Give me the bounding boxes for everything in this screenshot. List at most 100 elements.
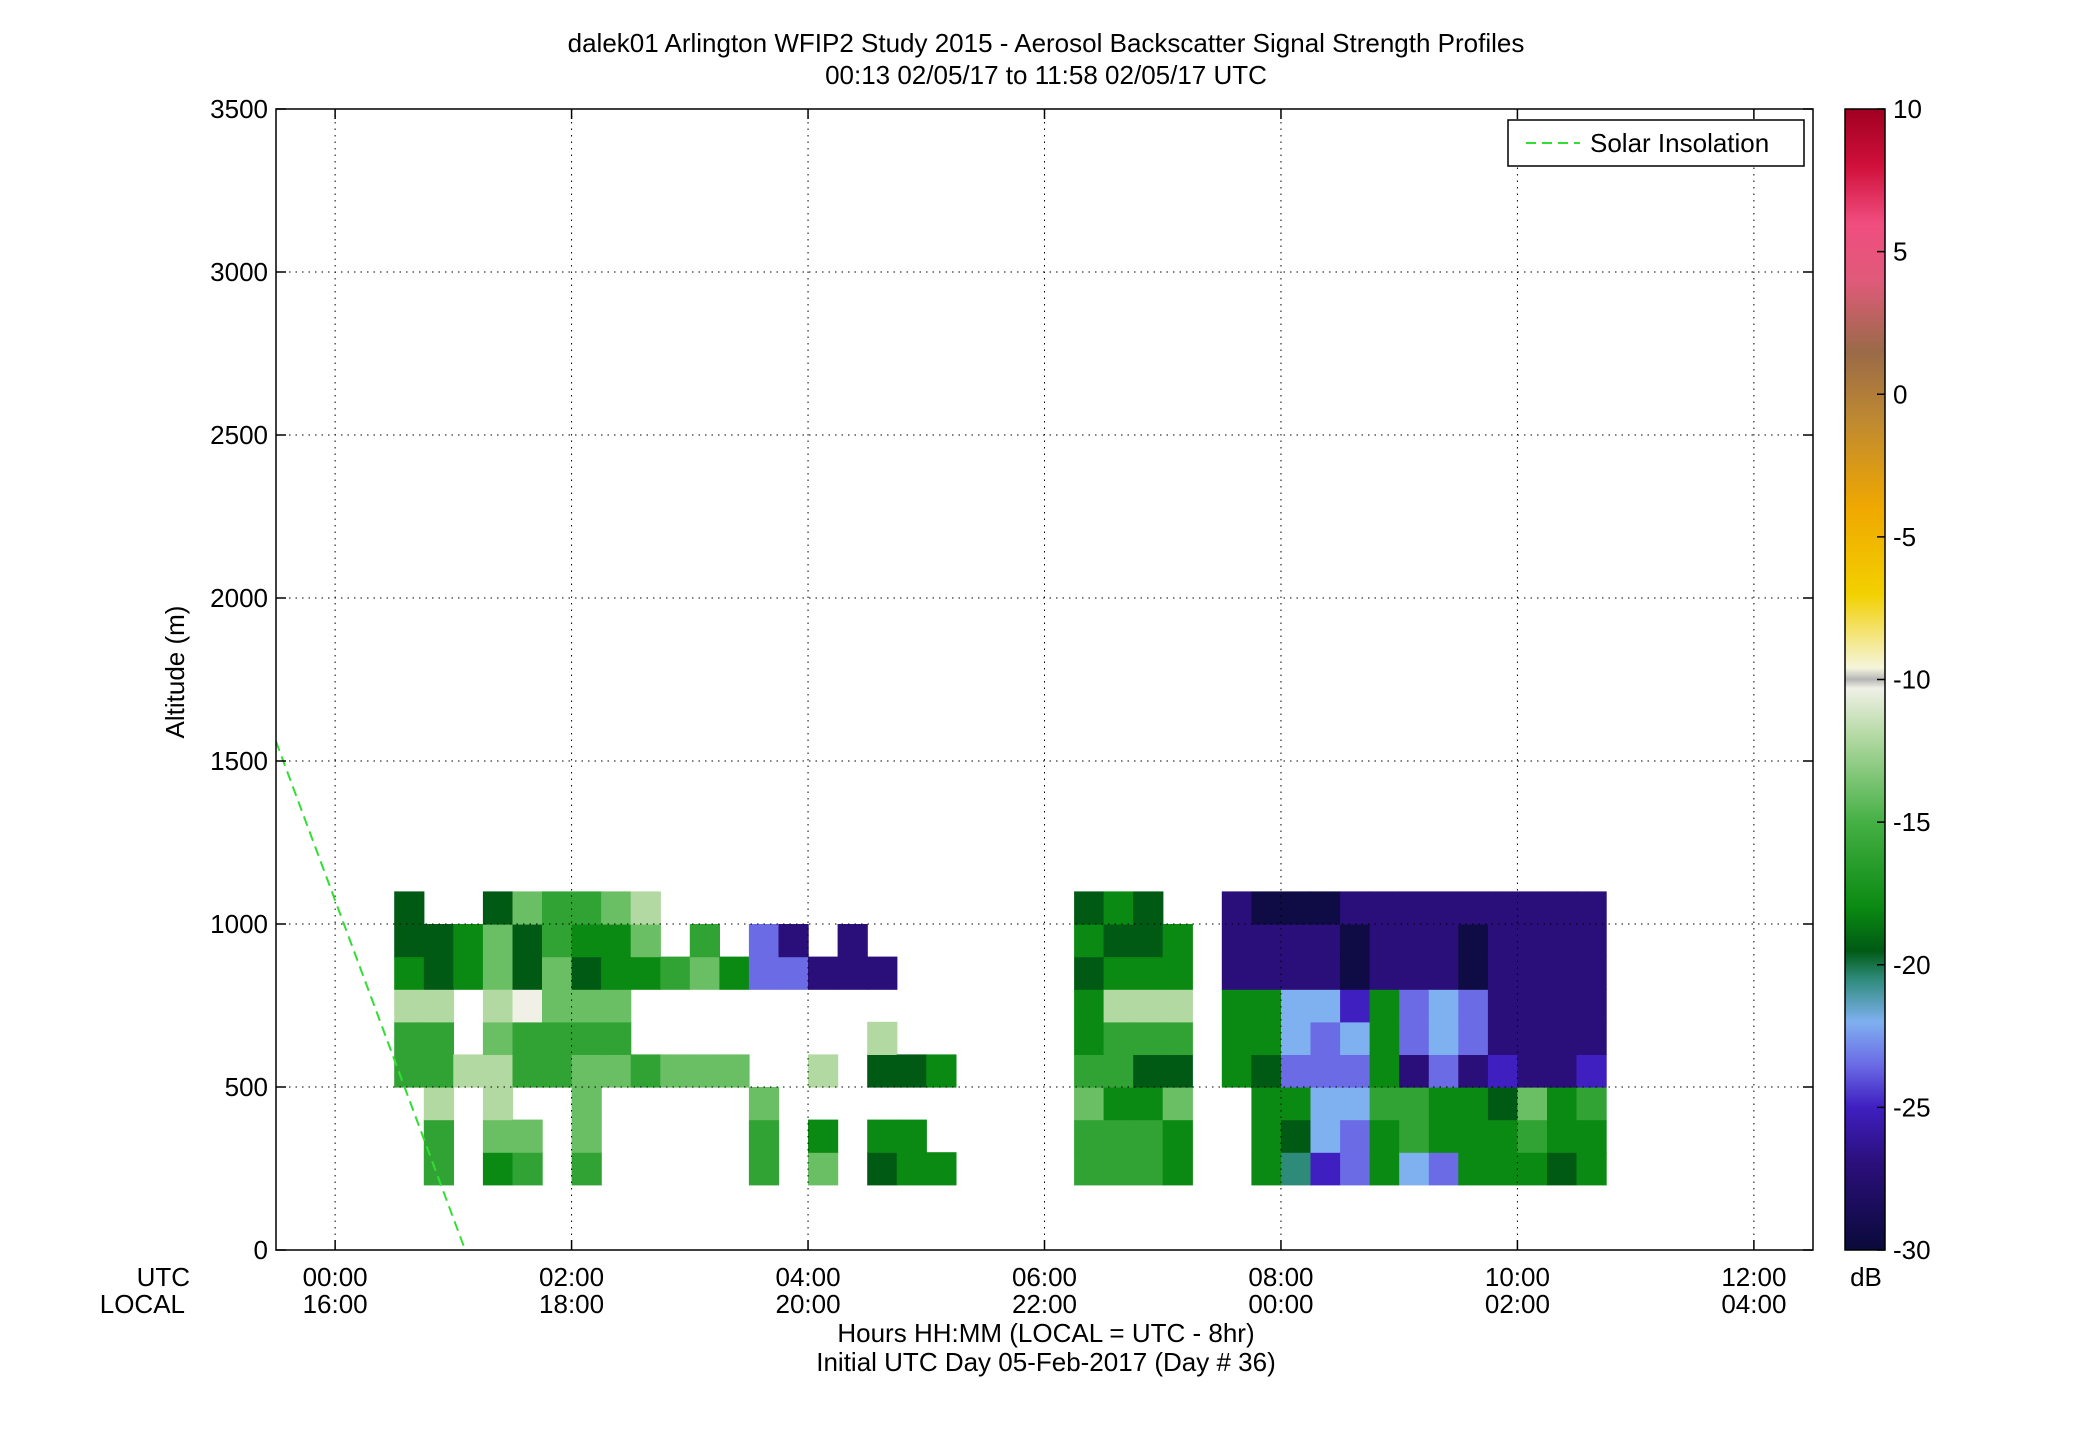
heatmap-cell xyxy=(1340,1054,1371,1088)
heatmap-cell xyxy=(689,924,720,958)
heatmap-cell xyxy=(1251,1152,1282,1186)
heatmap-cell xyxy=(1576,956,1607,990)
heatmap-cell xyxy=(1369,956,1400,990)
heatmap-cell xyxy=(1576,1087,1607,1121)
heatmap-cell xyxy=(1162,1054,1193,1088)
heatmap-cell xyxy=(512,989,543,1023)
heatmap-cell xyxy=(1428,1054,1459,1088)
heatmap-cell xyxy=(571,1119,602,1153)
heatmap-cell xyxy=(1428,1119,1459,1153)
heatmap-cell xyxy=(808,956,839,990)
heatmap-cell xyxy=(748,1152,780,1186)
x-tick-label-utc: 10:00 xyxy=(1485,1262,1550,1292)
heatmap-cell xyxy=(512,1054,543,1088)
heatmap-cell xyxy=(1251,1119,1282,1153)
heatmap-cell xyxy=(1340,1119,1371,1153)
legend-box xyxy=(1507,119,1805,167)
heatmap-cell xyxy=(1074,1152,1105,1186)
heatmap-cell xyxy=(660,1054,691,1088)
heatmap-cell xyxy=(1428,924,1459,958)
heatmap-cell xyxy=(1458,1021,1489,1055)
heatmap-cell xyxy=(1133,956,1164,990)
heatmap-cell xyxy=(482,956,514,990)
heatmap-cell xyxy=(394,924,425,958)
x-tick-label-local: 00:00 xyxy=(1248,1289,1313,1319)
heatmap-cell xyxy=(1221,1021,1252,1055)
heatmap-cell xyxy=(1281,989,1312,1023)
heatmap-cell xyxy=(423,1087,454,1121)
heatmap-cell xyxy=(1281,1054,1312,1088)
heatmap-cell xyxy=(1547,989,1578,1023)
colorbar-unit-label: dB xyxy=(1850,1262,1882,1292)
heatmap-cell xyxy=(1133,1087,1164,1121)
heatmap-cell xyxy=(1517,891,1548,925)
heatmap-cells xyxy=(394,891,1607,1186)
x-tick-label-local: 18:00 xyxy=(539,1289,604,1319)
solar-insolation-line xyxy=(275,741,467,1251)
heatmap-cell xyxy=(1576,924,1607,958)
heatmap-cell xyxy=(512,1021,543,1055)
heatmap-cell xyxy=(1281,1152,1312,1186)
heatmap-cell xyxy=(571,956,602,990)
heatmap-cell xyxy=(542,989,573,1023)
heatmap-cell xyxy=(1103,924,1134,958)
y-tick-label: 500 xyxy=(225,1072,268,1102)
heatmap-cell xyxy=(1074,1119,1105,1153)
heatmap-cell xyxy=(1162,989,1193,1023)
heatmap-cell xyxy=(1133,1119,1164,1153)
heatmap-cell xyxy=(1399,1087,1430,1121)
heatmap-cell xyxy=(1428,956,1459,990)
heatmap-cell xyxy=(1399,1152,1430,1186)
y-tick-label: 0 xyxy=(254,1235,268,1265)
heatmap-cell xyxy=(689,1054,720,1088)
heatmap-cell xyxy=(394,1021,425,1055)
heatmap-cell xyxy=(1340,956,1371,990)
heatmap-cell xyxy=(1133,989,1164,1023)
heatmap-cell xyxy=(1399,1021,1430,1055)
y-tick-label: 1000 xyxy=(210,909,268,939)
heatmap-cell xyxy=(896,1152,927,1186)
heatmap-cell xyxy=(423,956,454,990)
heatmap-cell xyxy=(1576,1021,1607,1055)
heatmap-cell xyxy=(1458,1152,1489,1186)
heatmap-cell xyxy=(630,924,661,958)
heatmap-cell xyxy=(1399,1054,1430,1088)
heatmap-cell xyxy=(482,1054,514,1088)
heatmap-cell xyxy=(1487,1054,1519,1088)
heatmap-cell xyxy=(1576,1054,1607,1088)
heatmap-cell xyxy=(542,1054,573,1088)
axis-ticks: 00:0016:0002:0018:0004:0020:0006:0022:00… xyxy=(210,94,1813,1319)
heatmap-cell xyxy=(1487,1021,1519,1055)
heatmap-cell xyxy=(453,924,484,958)
colorbar-tick-label: 10 xyxy=(1893,94,1922,124)
heatmap-cell xyxy=(571,1087,602,1121)
heatmap-cell xyxy=(571,891,602,925)
local-row-label: LOCAL xyxy=(100,1289,185,1319)
heatmap-cell xyxy=(1369,1119,1400,1153)
x-axis-label-day: Initial UTC Day 05-Feb-2017 (Day # 36) xyxy=(816,1347,1276,1377)
heatmap-cell xyxy=(1340,989,1371,1023)
heatmap-cell xyxy=(571,1021,602,1055)
heatmap-cell xyxy=(1074,956,1105,990)
heatmap-cell xyxy=(1074,989,1105,1023)
heatmap-cell xyxy=(571,989,602,1023)
heatmap-cell xyxy=(896,1119,927,1153)
heatmap-cell xyxy=(1576,989,1607,1023)
heatmap-cell xyxy=(453,1054,484,1088)
heatmap-cell xyxy=(1458,956,1489,990)
heatmap-cell xyxy=(1369,1087,1400,1121)
heatmap-cell xyxy=(1162,1087,1193,1121)
heatmap-cell xyxy=(1162,1152,1193,1186)
heatmap-cell xyxy=(1103,891,1134,925)
heatmap-cell xyxy=(1251,1087,1282,1121)
heatmap-cell xyxy=(423,989,454,1023)
heatmap-cell xyxy=(748,956,780,990)
heatmap-cell xyxy=(423,1021,454,1055)
heatmap-cell xyxy=(1162,1119,1193,1153)
x-tick-label-utc: 08:00 xyxy=(1248,1262,1313,1292)
heatmap-cell xyxy=(1281,1087,1312,1121)
heatmap-cell xyxy=(601,1021,632,1055)
heatmap-cell xyxy=(1251,891,1282,925)
heatmap-cell xyxy=(1487,989,1519,1023)
